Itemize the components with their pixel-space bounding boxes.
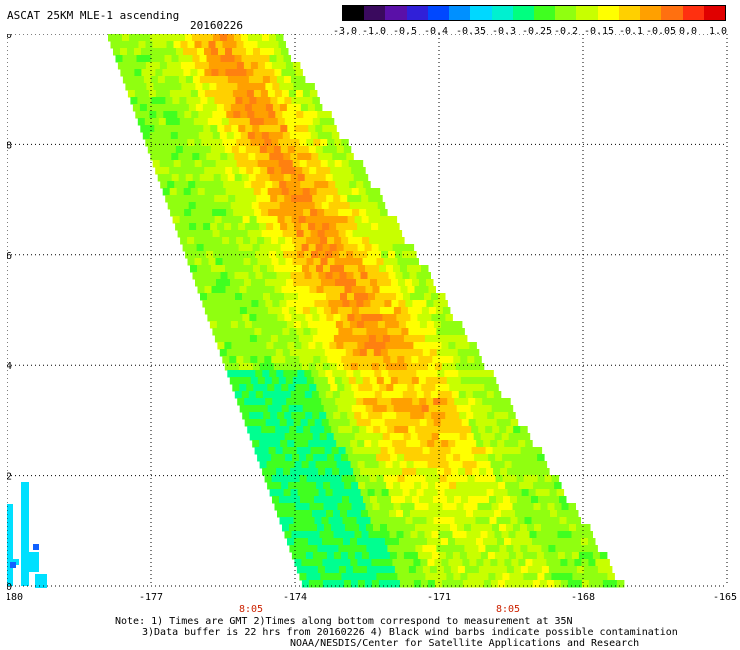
colorbar-segment [470,6,492,20]
colorbar-segment [703,6,725,20]
colorbar-segment [406,6,428,20]
lon-label: -165 [713,592,737,603]
lon-label: -177 [139,592,163,603]
lon-label: -180 [7,592,23,603]
colorbar-tick-label: -0.35 [455,26,487,37]
lat-label: 36 [7,251,12,262]
note-line-1: Note: 1) Times are GMT 2)Times along bot… [115,616,573,627]
lon-label: -168 [571,592,595,603]
lon-label: -174 [283,592,307,603]
colorbar-segment [597,6,619,20]
colorbar-segment [364,6,386,20]
lat-label: 40 [7,34,12,41]
colorbar-tick-label: -0.3 [491,26,517,37]
colorbar-tick-label: -0.4 [423,26,449,37]
time-label: 8:05 [496,604,520,615]
colorbar-tick-label: -0.05 [645,26,677,37]
colorbar-segment [449,6,471,20]
note-line-2: 3)Data buffer is 22 hrs from 20160226 4)… [142,627,678,638]
note-line-3: NOAA/NESDIS/Center for Satellite Applica… [290,638,640,649]
colorbar-segment [491,6,513,20]
colorbar-segment [618,6,641,20]
colorbar-segment [427,6,450,20]
colorbar-segment [343,6,365,20]
lat-label: 38 [7,140,12,151]
colorbar-segment [682,6,704,20]
lat-label: 30 [7,582,12,593]
colorbar-segment [576,6,598,20]
colorbar-segment [640,6,662,20]
colorbar-tick-label: 1.0 [708,26,728,37]
map-title: ASCAT 25KM MLE-1 ascending [7,9,180,22]
colorbar-tick-label: -3.0 [332,26,358,37]
lat-label: 32 [7,472,12,483]
colorbar-tick-label: 0.0 [678,26,698,37]
footer-notes: Note: 1) Times are GMT 2)Times along bot… [115,616,678,649]
colorbar-tick-label: -0.15 [583,26,615,37]
scatterometer-swath [108,34,625,588]
colorbar-labels: -3.0 -1.0 -0.5 -0.4 -0.35 -0.3 -0.25 -0.… [0,26,740,38]
colorbar-tick-label: -0.25 [521,26,553,37]
colorbar-segment [555,6,577,20]
time-label: 8:05 [239,604,263,615]
wind-map: 40 38 36 34 32 30-180 -177 -174 -171 -168 -165 8:05… [7,34,737,615]
colorbar-segment [385,6,407,20]
axis-labels: 40 38 36 34 32 30-180 -177 -174 -171 -168 -165 8:05… [7,34,737,615]
lat-label: 34 [7,361,12,372]
colorbar-tick-label: -0.1 [618,26,644,37]
colorbar-tick-label: -0.2 [553,26,579,37]
colorbar-segment [661,6,683,20]
colorbar-tick-label: -1.0 [361,26,387,37]
colorbar-segment [512,6,534,20]
colorbar-tick-label: -0.5 [392,26,418,37]
colorbar [342,5,726,21]
date-label: 20160226 [190,19,243,32]
lon-label: -171 [427,592,451,603]
colorbar-segment [533,6,556,20]
lat-lon-grid [7,34,728,587]
small-data-strip [7,482,47,588]
